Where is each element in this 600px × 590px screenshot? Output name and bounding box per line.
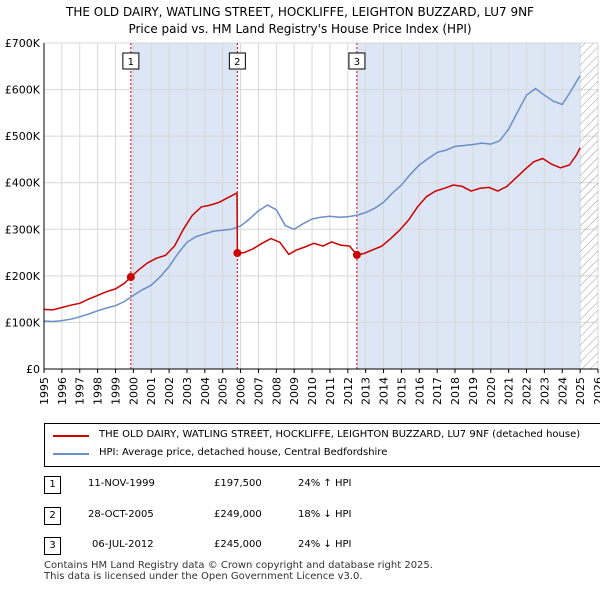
x-tick-label: 2021 [503,377,516,405]
shaded-period [356,43,581,369]
sale-marker-label: 3 [354,57,360,68]
x-tick-label: 2019 [467,377,480,405]
sale-marker-box [348,52,366,70]
sale-date: 11-NOV-1999 [88,478,155,489]
x-tick-label: 2012 [342,377,355,405]
sale-number-badge: 2 [44,507,61,525]
sale-row-2: 2 28-OCT-2005 £249,000 18% ↓ HPI [44,507,600,525]
x-tick-label: 1995 [38,377,51,405]
chart-title: THE OLD DAIRY, WATLING STREET, HOCKLIFFE… [66,5,534,19]
legend-property-swatch [53,435,89,437]
price-chart: 1 2 3 1995 1996 1997 1998 1999 2000 2001 2002 2003… [5,37,600,405]
sale-price: £245,000 [214,539,262,550]
sale-date: 28-OCT-2005 [88,509,154,520]
y-tick-label: £200K [5,270,41,283]
x-tick-label: 2008 [270,377,283,405]
sale-marker-box [122,52,140,70]
x-tick-label: 1997 [74,377,87,405]
x-tick-label: 2011 [324,377,337,405]
y-tick-label: £700K [5,37,41,50]
hpi-line [43,75,581,323]
x-tick-label: 2002 [163,377,176,405]
x-tick-label: 2020 [485,377,498,405]
sale-point [126,273,135,282]
sale-hpi-change: 18% ↓ HPI [298,509,352,520]
x-tick-label: 1998 [92,377,105,405]
x-tick-label: 2022 [521,377,534,405]
x-tick-label: 2026 [592,377,600,405]
sale-number-badge: 1 [44,476,61,494]
legend-property: THE OLD DAIRY, WATLING STREET, HOCKLIFFE… [45,428,600,444]
y-tick-label: £300K [5,223,41,236]
x-tick-label: 2000 [127,377,140,405]
x-tick-label: 2013 [360,377,373,405]
legend-hpi: HPI: Average price, detached house, Cent… [45,446,600,462]
y-tick-label: £600K [5,84,41,97]
x-tick-label: 2015 [395,377,408,405]
footer-licence: This data is licensed under the Open Gov… [44,571,363,582]
x-tick-label: 2023 [538,377,551,405]
sale-hpi-change: 24% ↓ HPI [298,539,352,550]
x-tick-label: 2004 [199,377,212,405]
shaded-period [130,43,238,369]
x-tick-label: 2001 [145,377,158,405]
sale-price: £249,000 [214,509,262,520]
y-tick-label: £400K [5,177,41,190]
x-tick-label: 2017 [431,377,444,405]
x-tick-label: 2005 [217,377,230,405]
footer-copyright: Contains HM Land Registry data © Crown c… [44,560,433,571]
x-tick-label: 2016 [413,377,426,405]
sale-point [352,250,361,259]
sale-row-1: 1 11-NOV-1999 £197,500 24% ↑ HPI [44,476,600,494]
x-tick-label: 2009 [288,377,301,405]
x-tick-label: 1996 [56,377,69,405]
y-tick-label: £500K [5,130,41,143]
sale-marker-label: 2 [234,57,240,68]
y-tick-label: £100K [5,316,41,329]
x-tick-label: 2003 [181,377,194,405]
sale-marker-box [228,52,246,70]
x-tick-label: 2018 [449,377,462,405]
sale-number-badge: 3 [44,537,61,555]
legend-hpi-label: HPI: Average price, detached house, Cent… [99,447,388,458]
legend-hpi-swatch [53,453,89,455]
x-tick-label: 2006 [235,377,248,405]
legend: THE OLD DAIRY, WATLING STREET, HOCKLIFFE… [44,423,600,467]
x-tick-label: 2024 [556,377,569,405]
chart-subtitle: Price paid vs. HM Land Registry's House … [128,22,472,36]
sale-marker-label: 1 [128,57,134,68]
sale-price: £197,500 [214,478,262,489]
sale-point [233,249,242,258]
sale-hpi-change: 24% ↑ HPI [298,478,352,489]
property-price-line [43,147,581,311]
x-tick-label: 2010 [306,377,319,405]
x-tick-label: 2025 [574,377,587,405]
x-tick-label: 1999 [109,377,122,405]
x-tick-label: 2014 [378,377,391,405]
sale-date: 06-JUL-2012 [92,539,154,550]
sale-row-3: 3 06-JUL-2012 £245,000 24% ↓ HPI [44,537,600,555]
y-tick-label: £0 [26,363,40,376]
x-tick-label: 2007 [252,377,265,405]
future-hatch [580,43,598,369]
legend-property-label: THE OLD DAIRY, WATLING STREET, HOCKLIFFE… [99,429,581,440]
